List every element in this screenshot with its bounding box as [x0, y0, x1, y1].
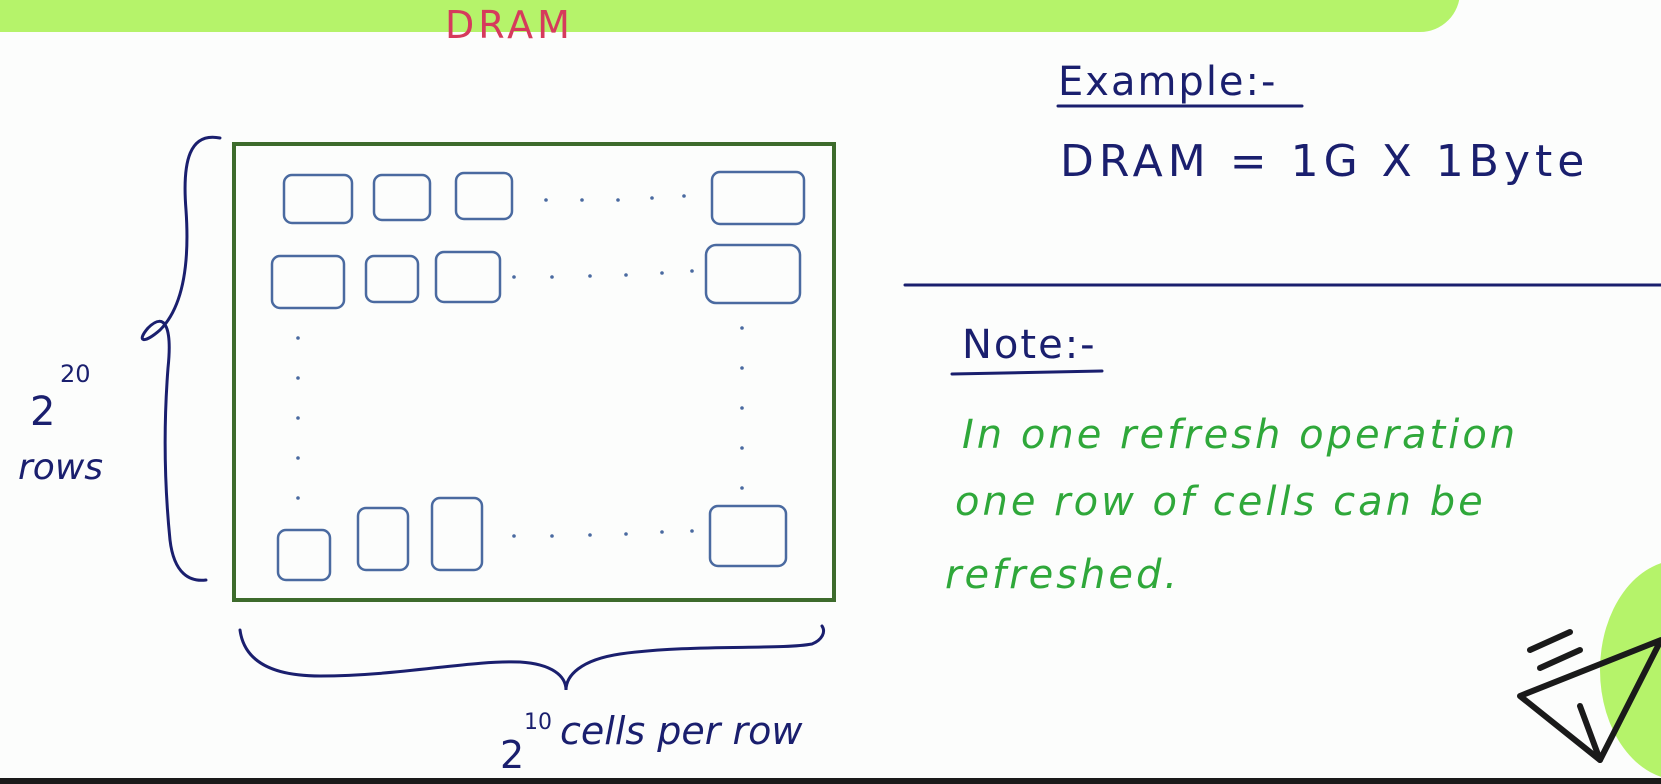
cell-row-bottom [276, 496, 788, 582]
cell [704, 243, 802, 305]
note-line-3: refreshed. [945, 552, 1181, 598]
bottom-edge-line [0, 778, 1661, 784]
note-heading: Note:- [962, 322, 1097, 368]
rows-label: rows [18, 447, 104, 488]
rows-brace [140, 135, 222, 582]
continuation-dots [296, 194, 744, 538]
example-equation: DRAM = 1G X 1Byte [1060, 136, 1590, 187]
cell-row-second [270, 243, 802, 310]
rows-base: 2 [30, 389, 56, 435]
cells-base: 2 [500, 733, 525, 777]
cell [282, 173, 354, 225]
note-line-2: one row of cells can be [955, 479, 1486, 525]
paper-plane-icon [1517, 629, 1661, 763]
cell [372, 173, 432, 222]
cell-row-top [282, 170, 806, 226]
rows-exponent: 20 [60, 360, 91, 388]
diagram-title: DRAM [445, 3, 574, 47]
cell [454, 171, 514, 221]
cells-label: cells per row [560, 709, 803, 753]
example-heading: Example:- [1058, 59, 1278, 105]
cell [434, 250, 502, 304]
note-underline [950, 369, 1104, 376]
note-line-1: In one refresh operation [962, 412, 1519, 458]
top-accent-band [0, 0, 1460, 32]
cell [276, 528, 332, 582]
cells-brace [238, 624, 826, 691]
cells-exponent: 10 [524, 710, 552, 735]
cell [710, 170, 806, 226]
cell [356, 506, 410, 572]
cell [364, 254, 420, 304]
cell [708, 504, 788, 568]
cell [270, 254, 346, 310]
cell [430, 496, 484, 572]
memory-array-frame [232, 142, 836, 602]
